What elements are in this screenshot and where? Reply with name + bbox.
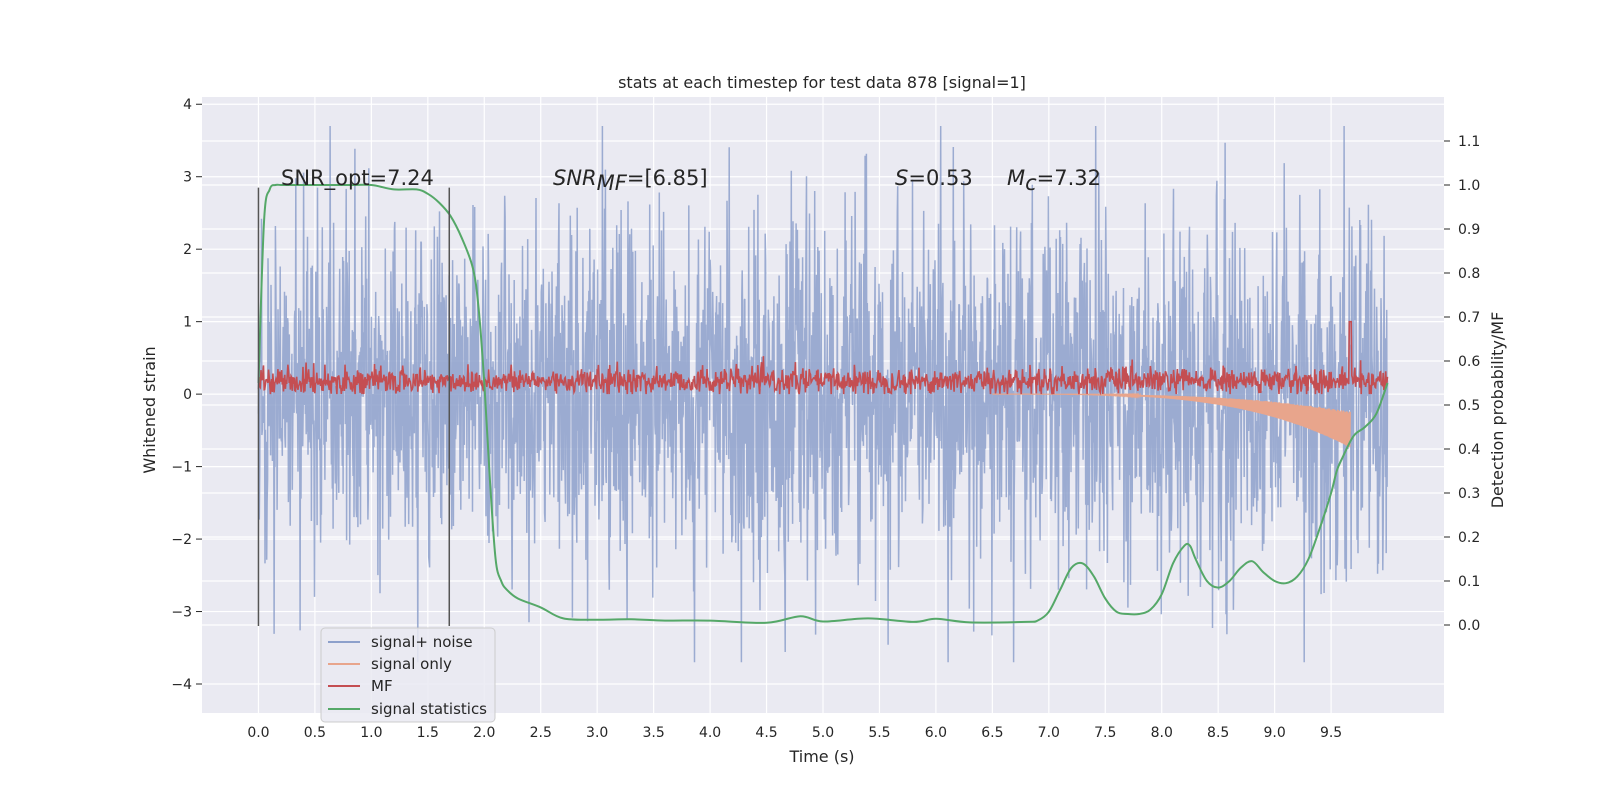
annotation-s-symbol: S <box>895 166 908 190</box>
annotation-mc-value: =7.32 <box>1037 166 1101 190</box>
y2-tick-label: 0.3 <box>1458 486 1480 502</box>
series-layer <box>257 125 1389 663</box>
y-tick-label: 3 <box>183 170 192 186</box>
x-axis-label: Time (s) <box>788 747 854 766</box>
x-tick-label: 4.0 <box>699 725 721 741</box>
x-tick-label: 1.0 <box>360 725 382 741</box>
annotation-mc: Mc=7.32 <box>1007 166 1101 195</box>
x-tick-label: 2.0 <box>473 725 495 741</box>
y2-tick-label: 0.4 <box>1458 442 1480 458</box>
annotation-s: S=0.53 <box>895 166 973 190</box>
y-axis-ticks: 4 3 2 1 0 −1 −2 −3 −4 <box>171 97 202 693</box>
y2-axis-label: Detection probability/MF <box>1488 312 1507 509</box>
legend-label-signal-statistics: signal statistics <box>371 700 487 718</box>
y2-tick-label: 0.6 <box>1458 354 1480 370</box>
x-tick-label: 4.5 <box>755 725 777 741</box>
y2-tick-label: 0.7 <box>1458 310 1480 326</box>
y-tick-label: 4 <box>183 97 192 113</box>
y-tick-label: 2 <box>183 242 192 258</box>
x-tick-label: 3.5 <box>643 725 665 741</box>
x-tick-label: 7.0 <box>1038 725 1060 741</box>
annotation-snr-mf-sub: MF <box>597 171 628 195</box>
x-tick-label: 0.0 <box>247 725 269 741</box>
series-signal-statistics-line <box>257 183 1389 624</box>
x-tick-label: 2.5 <box>530 725 552 741</box>
legend: signal+ noise signal only MF signal stat… <box>320 627 496 723</box>
x-tick-label: 7.5 <box>1094 725 1116 741</box>
x-tick-label: 0.5 <box>304 725 326 741</box>
annotation-snr-mf-value: =[6.85] <box>627 166 708 190</box>
x-axis-ticks: 0.0 0.5 1.0 1.5 2.0 2.5 3.0 3.5 4.0 4.5 5.0 5.5 6.0 6… <box>247 725 1342 741</box>
y2-tick-label: 0.9 <box>1458 222 1480 238</box>
x-tick-label: 1.5 <box>417 725 439 741</box>
annotation-snr-mf: SNRMF=[6.85] <box>553 166 708 195</box>
y-tick-label: −1 <box>171 460 192 476</box>
y2-tick-label: 1.1 <box>1458 134 1480 150</box>
x-tick-label: 9.0 <box>1264 725 1286 741</box>
series-signal-noise-line <box>257 125 1389 663</box>
series-mf-line <box>257 320 1389 396</box>
y2-tick-label: 0.5 <box>1458 398 1480 414</box>
x-tick-label: 9.5 <box>1320 725 1342 741</box>
marker-lines <box>257 187 451 627</box>
x-tick-label: 6.5 <box>981 725 1003 741</box>
x-tick-label: 3.0 <box>586 725 608 741</box>
annotation-mc-sub: c <box>1025 171 1037 195</box>
legend-box <box>320 627 496 723</box>
x-tick-label: 5.5 <box>868 725 890 741</box>
y-axis-label: Whitened strain <box>140 346 159 473</box>
y-tick-label: −3 <box>171 605 192 621</box>
y-tick-label: −2 <box>171 532 192 548</box>
y-tick-label: −4 <box>171 677 192 693</box>
y2-tick-label: 0.8 <box>1458 266 1480 282</box>
x-tick-label: 5.0 <box>812 725 834 741</box>
y2-axis-ticks: 1.1 1.0 0.9 0.8 0.7 0.6 0.5 0.4 0.3 0.2 0.1 0.0 <box>1444 134 1480 634</box>
legend-label-signal-noise: signal+ noise <box>371 633 473 651</box>
annotation-s-value: =0.53 <box>908 166 972 190</box>
y-tick-label: 1 <box>183 315 192 331</box>
y2-tick-label: 0.0 <box>1458 618 1480 634</box>
x-tick-label: 6.0 <box>925 725 947 741</box>
annotation-snr-mf-base: SNR <box>553 166 597 190</box>
chart-title: stats at each timestep for test data 878… <box>618 73 1026 92</box>
y2-tick-label: 0.1 <box>1458 574 1480 590</box>
annotation-mc-symbol: M <box>1007 166 1025 190</box>
x-tick-label: 8.0 <box>1151 725 1173 741</box>
y2-tick-label: 0.2 <box>1458 530 1480 546</box>
annotation-snr-opt: SNR_opt=7.24 <box>281 166 434 191</box>
legend-label-mf: MF <box>371 677 393 695</box>
y2-tick-label: 1.0 <box>1458 178 1480 194</box>
x-tick-label: 8.5 <box>1207 725 1229 741</box>
legend-label-signal-only: signal only <box>371 655 452 673</box>
y-tick-label: 0 <box>183 387 192 403</box>
